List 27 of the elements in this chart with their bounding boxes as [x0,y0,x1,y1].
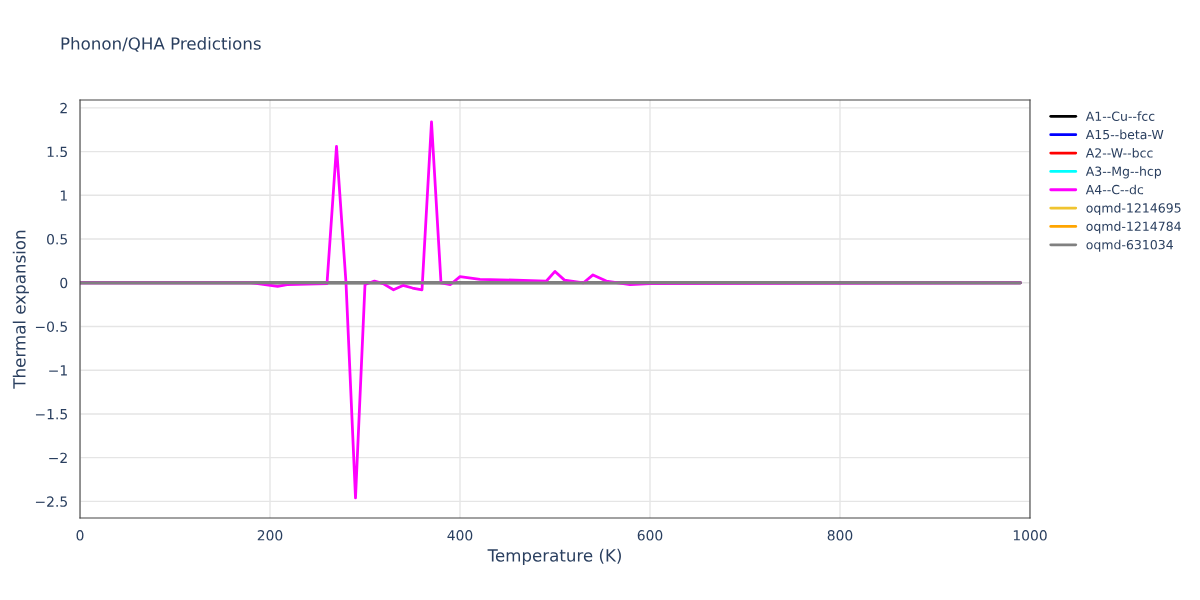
x-tick-label: 800 [827,530,853,541]
legend-label: A2--W--bcc [1085,147,1153,158]
y-tick-label: −1 [49,365,67,376]
y-tick-label: −1.5 [35,409,67,420]
legend-label: oqmd-631034 [1086,239,1173,252]
y-tick-label: −0.5 [35,321,67,332]
y-tick-label: −2 [49,452,67,463]
y-tick-label: 0 [60,277,68,289]
x-tick-label: 200 [257,530,283,541]
x-tick-label: 1000 [1013,530,1047,541]
x-axis-title: Temperature (K) [487,548,621,565]
x-tick-label: 400 [447,530,473,541]
x-tick-label: 600 [637,530,663,541]
legend-label: A4--C--dc [1085,184,1144,195]
y-tick-label: 1 [60,190,67,201]
chart-title: Phonon/QHA Predictions [61,36,261,52]
legend-label: oqmd-1214695 [1086,202,1181,216]
x-tick-label: 0 [76,530,84,541]
legend-label: A3--Mg--hcp [1085,166,1162,179]
y-tick-label: −2.5 [35,496,67,507]
y-tick-label: 1.5 [47,146,67,158]
y-tick-label: 2 [60,102,67,114]
y-axis-title: Thermal expansion [12,230,29,389]
legend-label: A15--beta-W [1085,129,1164,140]
legend-label: oqmd-1214784 [1086,221,1181,234]
y-tick-label: 0.5 [47,234,67,245]
legend-label: A1--Cu--fcc [1085,111,1155,121]
